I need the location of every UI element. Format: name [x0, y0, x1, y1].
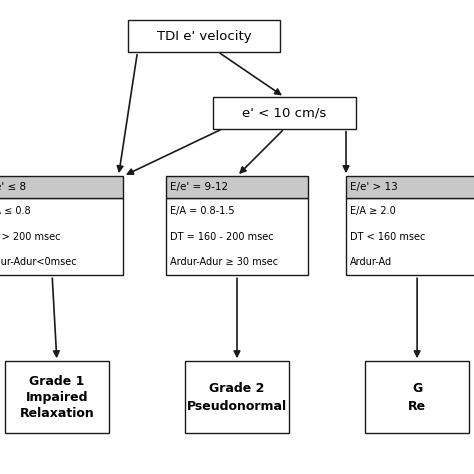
Text: Impaired: Impaired — [26, 391, 88, 404]
FancyBboxPatch shape — [213, 97, 356, 128]
Text: E/e' > 13: E/e' > 13 — [350, 182, 398, 192]
FancyBboxPatch shape — [185, 361, 289, 433]
Text: G: G — [412, 382, 422, 395]
Text: Pseudonormal: Pseudonormal — [187, 400, 287, 413]
Text: E/A = 0.8-1.5: E/A = 0.8-1.5 — [170, 206, 234, 216]
FancyBboxPatch shape — [166, 176, 308, 198]
Text: Grade 1: Grade 1 — [29, 375, 84, 388]
Text: DT > 200 msec: DT > 200 msec — [0, 232, 60, 242]
FancyBboxPatch shape — [0, 198, 123, 275]
FancyBboxPatch shape — [346, 176, 474, 198]
FancyBboxPatch shape — [128, 20, 280, 52]
Text: e' < 10 cm/s: e' < 10 cm/s — [242, 106, 327, 119]
Text: Ardur-Ad: Ardur-Ad — [350, 257, 392, 267]
Text: DT = 160 - 200 msec: DT = 160 - 200 msec — [170, 232, 273, 242]
Text: DT < 160 msec: DT < 160 msec — [350, 232, 425, 242]
Text: E/A ≤ 0.8: E/A ≤ 0.8 — [0, 206, 30, 216]
Text: Grade 2: Grade 2 — [210, 382, 264, 395]
Text: Ardur-Adur ≥ 30 msec: Ardur-Adur ≥ 30 msec — [170, 257, 278, 267]
Text: TDI e' velocity: TDI e' velocity — [156, 29, 251, 43]
FancyBboxPatch shape — [5, 361, 109, 433]
Text: E/e' = 9-12: E/e' = 9-12 — [170, 182, 228, 192]
FancyBboxPatch shape — [346, 198, 474, 275]
FancyBboxPatch shape — [166, 198, 308, 275]
FancyBboxPatch shape — [0, 176, 123, 198]
Text: Ardur-Adur<0msec: Ardur-Adur<0msec — [0, 257, 77, 267]
FancyBboxPatch shape — [365, 361, 469, 433]
Text: E/A ≥ 2.0: E/A ≥ 2.0 — [350, 206, 396, 216]
Text: E/e' ≤ 8: E/e' ≤ 8 — [0, 182, 26, 192]
Text: Relaxation: Relaxation — [19, 407, 94, 419]
Text: Re: Re — [408, 400, 426, 413]
